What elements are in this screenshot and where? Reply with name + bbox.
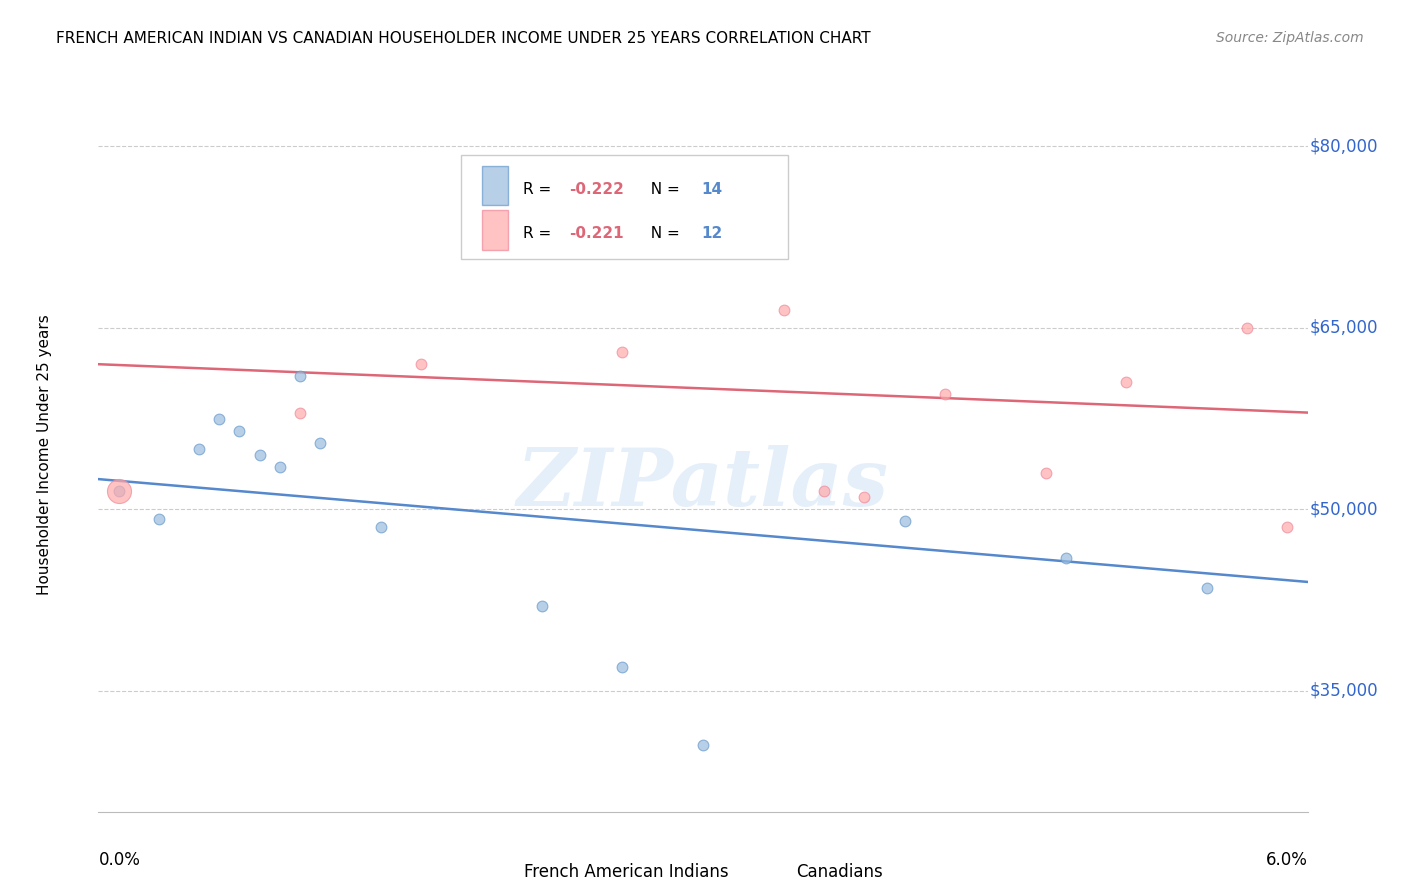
Text: R =: R = [523,227,555,242]
Text: $65,000: $65,000 [1310,319,1378,337]
Text: 14: 14 [702,182,723,197]
Text: -0.222: -0.222 [569,182,624,197]
Point [1054,550,1077,565]
Point [188,442,211,456]
Text: French American Indians: French American Indians [524,863,728,881]
Point [692,738,714,752]
Text: Householder Income Under 25 years: Householder Income Under 25 years [37,315,52,595]
FancyBboxPatch shape [461,155,787,259]
Text: 12: 12 [702,227,723,242]
Text: $35,000: $35,000 [1310,681,1379,699]
Point [612,345,634,359]
Point [107,484,129,499]
Text: N =: N = [641,227,685,242]
Point [853,490,876,504]
Text: -0.221: -0.221 [569,227,623,242]
Point [1236,321,1258,335]
Text: ZIPatlas: ZIPatlas [517,445,889,522]
Text: $50,000: $50,000 [1310,500,1378,518]
Text: 0.0%: 0.0% [98,851,141,869]
Point [772,302,794,317]
Point [288,369,311,384]
Point [1195,581,1218,595]
Point [148,512,170,526]
Text: 6.0%: 6.0% [1265,851,1308,869]
Point [1115,376,1137,390]
Point [510,230,533,244]
Point [530,599,553,613]
FancyBboxPatch shape [758,856,787,888]
Point [934,387,956,401]
Point [208,411,231,425]
Point [1035,466,1057,480]
Point [309,435,332,450]
FancyBboxPatch shape [485,856,516,888]
Text: N =: N = [641,182,685,197]
FancyBboxPatch shape [482,166,509,205]
Point [249,448,271,462]
Point [370,520,392,534]
Point [288,406,311,420]
Text: FRENCH AMERICAN INDIAN VS CANADIAN HOUSEHOLDER INCOME UNDER 25 YEARS CORRELATION: FRENCH AMERICAN INDIAN VS CANADIAN HOUSE… [56,31,870,46]
Text: $80,000: $80,000 [1310,137,1378,155]
Point [409,357,432,371]
Point [612,659,634,673]
Point [813,484,835,499]
Text: Canadians: Canadians [796,863,883,881]
Point [228,424,250,438]
Point [1277,520,1299,534]
FancyBboxPatch shape [482,211,509,250]
Point [107,484,129,499]
Point [893,515,915,529]
Text: Source: ZipAtlas.com: Source: ZipAtlas.com [1216,31,1364,45]
Text: R =: R = [523,182,555,197]
Point [269,460,291,475]
